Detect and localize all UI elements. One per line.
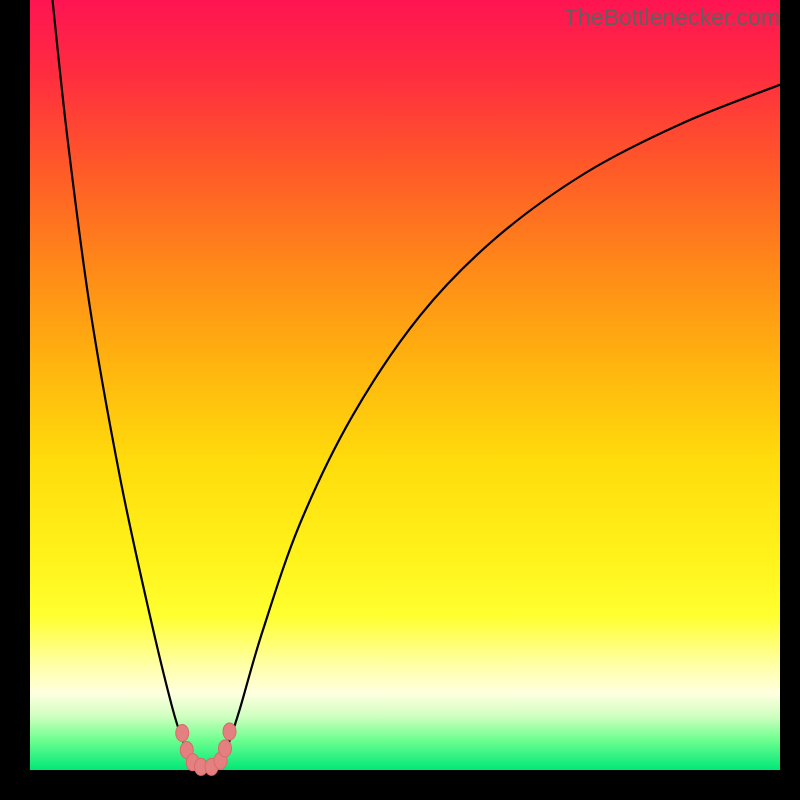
highlight-marker xyxy=(219,740,232,757)
highlight-marker xyxy=(176,725,189,742)
plot-svg xyxy=(0,0,800,800)
watermark-text: TheBottlenecker.com xyxy=(564,4,780,31)
chart-stage: TheBottlenecker.com xyxy=(0,0,800,800)
highlight-marker xyxy=(223,723,236,740)
gradient-background xyxy=(30,0,780,770)
